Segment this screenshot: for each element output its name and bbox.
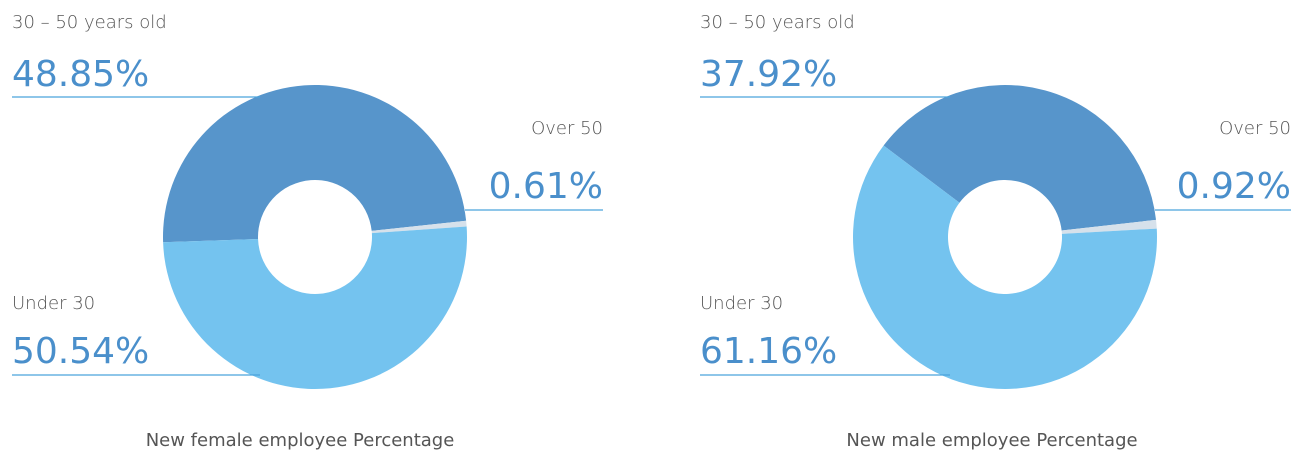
chart-title: New male employee Percentage [846,430,1137,451]
donut-segment [371,220,467,234]
chart-title: New female employee Percentage [146,430,455,451]
value-label: 0.92% [1177,166,1291,207]
category-label: 30 – 50 years old [12,12,167,33]
value-label: 0.61% [489,166,603,207]
category-label: Under 30 [12,293,95,314]
value-label: 61.16% [700,331,837,372]
value-label: 48.85% [12,54,149,95]
category-label: 30 – 50 years old [700,12,855,33]
value-label: 50.54% [12,331,149,372]
donut-segment [883,85,1157,231]
donut-segment [1061,219,1157,234]
category-label: Over 50 [531,118,603,139]
donut-segment [163,84,467,243]
donut-segment [853,145,1157,390]
value-label: 37.92% [700,54,837,95]
donut-segment [163,226,467,389]
category-label: Under 30 [700,293,783,314]
category-label: Over 50 [1219,118,1291,139]
